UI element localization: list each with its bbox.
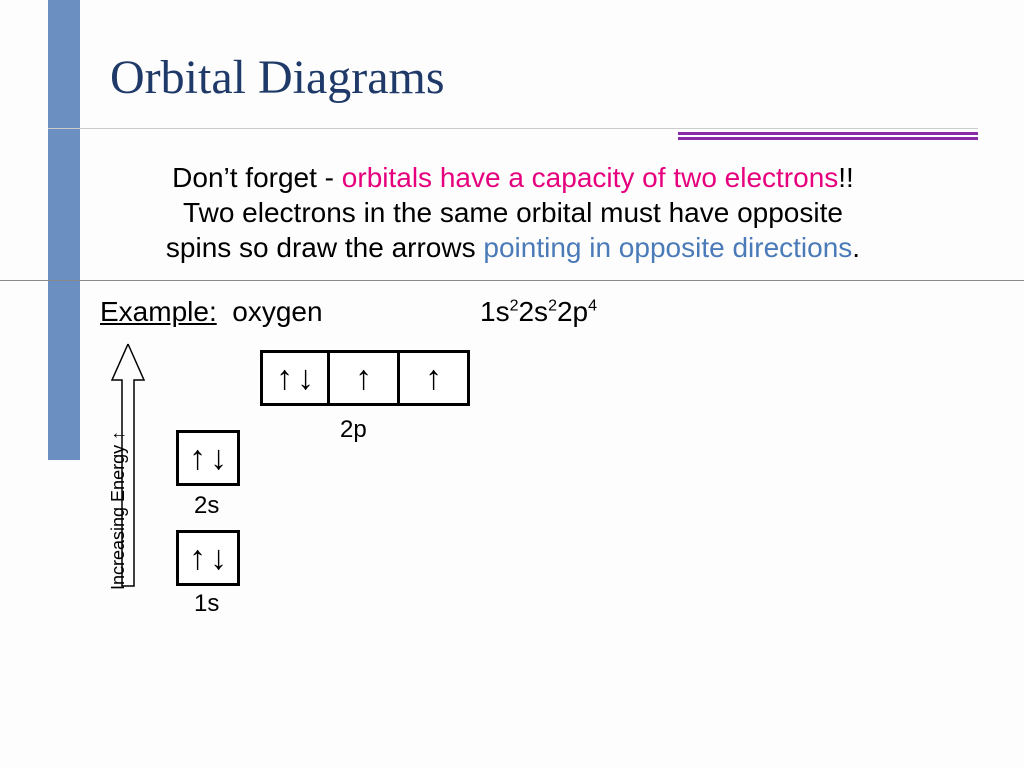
body-line3a: spins so draw the arrows xyxy=(166,232,483,263)
spin-up-icon xyxy=(189,439,206,478)
slide: Orbital Diagrams Don’t forget - orbitals… xyxy=(0,0,1024,768)
orbital-1s-box xyxy=(176,530,240,586)
slide-title: Orbital Diagrams xyxy=(110,50,445,105)
body-lead: Don’t forget - xyxy=(172,162,342,193)
example-label: Example: xyxy=(100,296,217,327)
spin-up-icon xyxy=(276,359,293,398)
body-emphasis-pink: orbitals have a capacity of two electron… xyxy=(342,162,838,193)
spin-up-icon xyxy=(425,359,442,398)
orbital-2s-box xyxy=(176,430,240,486)
spin-down-icon xyxy=(297,359,314,398)
electron-configuration: 1s22s22p4 xyxy=(480,296,597,328)
spin-up-icon xyxy=(355,359,372,398)
example-element: oxygen xyxy=(232,296,322,327)
body-emphasis-blue: pointing in opposite directions xyxy=(483,232,852,263)
orbital-2p-group xyxy=(260,350,470,406)
body-divider xyxy=(0,280,1024,281)
spin-down-icon xyxy=(210,439,227,478)
orbital-1s-label: 1s xyxy=(194,590,219,618)
spin-down-icon xyxy=(210,539,227,578)
orbital-2s-label: 2s xyxy=(194,492,219,520)
spin-up-icon xyxy=(189,539,206,578)
purple-accent-bar xyxy=(678,132,978,140)
orbital-box xyxy=(330,350,400,406)
body-exclaim: !! xyxy=(838,162,854,193)
body-text: Don’t forget - orbitals have a capacity … xyxy=(48,160,978,265)
example-line: Example: oxygen xyxy=(100,296,323,328)
title-divider xyxy=(48,128,978,129)
orbital-box xyxy=(260,350,330,406)
orbital-2p-label: 2p xyxy=(340,416,367,444)
energy-axis-label: Increasing Energy ↑ xyxy=(108,431,129,590)
body-line2: Two electrons in the same orbital must h… xyxy=(183,197,843,228)
orbital-box xyxy=(400,350,470,406)
body-period: . xyxy=(852,232,860,263)
